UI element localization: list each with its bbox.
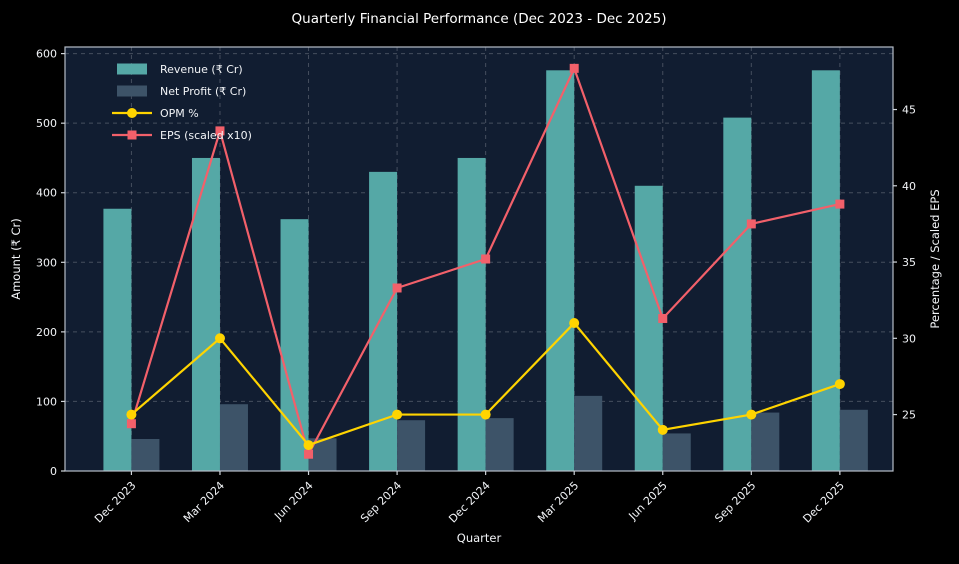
legend-marker-circle (127, 108, 137, 118)
opm-marker (480, 409, 491, 420)
revenue-bar (191, 157, 220, 471)
legend-label: OPM % (160, 107, 199, 120)
eps-marker (392, 283, 402, 293)
y-axis-label-left: Amount (₹ Cr) (9, 218, 23, 300)
net-profit-bar (751, 412, 780, 471)
eps-marker (658, 313, 668, 323)
net-profit-bar (397, 420, 426, 471)
net-profit-bar (662, 433, 691, 471)
y-right-tick-label: 40 (902, 180, 916, 193)
opm-marker (392, 409, 403, 420)
revenue-bar (723, 117, 752, 471)
revenue-bar (103, 208, 132, 471)
y-left-tick-label: 500 (36, 117, 57, 130)
eps-marker (746, 219, 756, 229)
y-axis-label-right: Percentage / Scaled EPS (928, 189, 942, 328)
x-tick-label: Dec 2023 (92, 479, 139, 526)
legend-label: EPS (scaled x10) (160, 129, 252, 142)
net-profit-bar (839, 409, 868, 471)
x-axis-label: Quarter (457, 531, 502, 545)
revenue-bar (280, 219, 309, 471)
revenue-bar (546, 70, 575, 471)
net-profit-bar (219, 404, 248, 471)
x-tick-label: Sep 2024 (358, 479, 404, 525)
y-right-tick-label: 30 (902, 332, 916, 345)
x-tick-label: Jun 2024 (271, 479, 315, 523)
eps-marker (835, 199, 845, 209)
revenue-bar (369, 171, 398, 471)
y-right-tick-label: 45 (902, 104, 916, 117)
opm-marker (746, 409, 757, 420)
legend-marker-square (127, 130, 137, 140)
opm-marker (126, 409, 137, 420)
eps-marker (304, 449, 314, 459)
net-profit-bar (131, 439, 160, 471)
y-left-tick-label: 200 (36, 326, 57, 339)
eps-marker (215, 126, 225, 136)
net-profit-bar (574, 395, 603, 471)
chart-title: Quarterly Financial Performance (Dec 202… (292, 11, 667, 27)
legend-label: Net Profit (₹ Cr) (160, 85, 246, 98)
eps-marker (569, 63, 579, 73)
x-tick-label: Mar 2025 (535, 479, 581, 525)
y-left-tick-label: 100 (36, 395, 57, 408)
x-tick-label: Sep 2025 (712, 479, 758, 525)
y-right-tick-label: 25 (902, 409, 916, 422)
x-tick-label: Dec 2024 (446, 479, 493, 526)
y-left-tick-label: 400 (36, 187, 57, 200)
y-left-tick-label: 600 (36, 48, 57, 61)
y-left-tick-label: 0 (50, 465, 57, 478)
opm-marker (657, 424, 668, 435)
opm-marker (303, 440, 314, 451)
legend-label: Revenue (₹ Cr) (160, 63, 243, 76)
x-tick-label: Mar 2024 (181, 479, 227, 525)
revenue-bar (457, 157, 486, 471)
eps-marker (126, 419, 136, 429)
opm-marker (569, 318, 580, 329)
eps-marker (481, 254, 491, 264)
legend-swatch (117, 85, 147, 97)
revenue-bar (811, 70, 840, 471)
net-profit-bar (485, 418, 514, 471)
plot-border (64, 46, 894, 472)
y-left-tick-label: 300 (36, 256, 57, 269)
x-tick-label: Dec 2025 (800, 479, 847, 526)
x-tick-label: Jun 2025 (626, 479, 670, 523)
y-right-tick-label: 35 (902, 256, 916, 269)
opm-marker (214, 333, 225, 344)
opm-marker (834, 379, 845, 390)
legend-swatch (117, 63, 147, 75)
